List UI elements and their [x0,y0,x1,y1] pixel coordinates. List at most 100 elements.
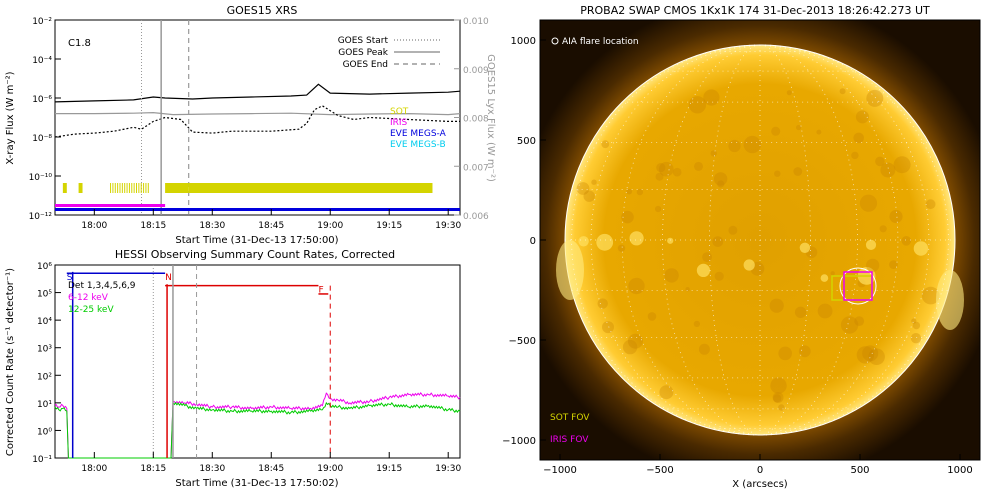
goes-coverage-legend-label: EVE MEGS-B [390,140,446,150]
disk-texture-blob [703,89,720,106]
swap-title: PROBA2 SWAP CMOS 1Kx1K 174 31-Dec-2013 1… [580,4,930,17]
goes-y-tick-label: 10⁻¹⁰ [29,173,53,183]
swap-x-ticks: −1000 −500 0 500 1000 [543,454,973,476]
eve-coverage-bar [55,208,460,211]
goes-x-tick-label: 18:15 [140,221,166,231]
disk-texture-blob [778,404,785,411]
hessi-x-tick-label: 18:00 [81,464,107,474]
goes-y-tick-label: 10⁻⁴ [32,56,52,66]
sot-legend-label: SOT FOV [550,413,590,423]
disk-texture-blob [771,126,781,136]
hessi-title: HESSI Observing Summary Count Rates, Cor… [115,248,395,261]
hessi-series-group [54,392,461,459]
disk-texture-blob [773,394,782,403]
hessi-x-ticks: 18:00 18:15 18:30 18:45 19:00 19:15 19:30 [81,452,461,474]
disk-texture-blob [866,258,880,272]
hessi-flag-F: F [318,286,323,296]
hessi-x-tick-label: 19:30 [435,464,461,474]
hessi-x-tick-label: 18:30 [199,464,225,474]
goes-y2-tick-label: 0.010 [463,17,489,27]
disk-texture-blob [659,385,674,400]
goes-y-tick-label: 10⁻¹² [29,212,53,222]
swap-x-axis-label: X (arcsecs) [732,479,788,490]
swap-x-tick-label: −1000 [543,465,577,476]
goes-x-tick-label: 19:00 [317,221,343,231]
disk-texture-blob [901,236,912,246]
disk-texture-blob [596,233,614,251]
hessi-y-tick-label: 10² [37,372,52,382]
disk-texture-blob [854,316,865,326]
goes-series-line-1 [55,111,461,116]
sot-coverage-tick [110,183,112,193]
disk-texture-blob [621,210,634,224]
sot-coverage-tick [128,183,130,193]
disk-texture-blob [576,182,590,195]
hessi-legend-label: 12-25 keV [68,305,114,315]
disk-texture-blob [617,244,626,252]
goes-y-tick-label: 10⁻⁸ [32,134,52,144]
goes-x-tick-label: 19:15 [376,221,402,231]
goes-coverage-legend-label: EVE MEGS-A [390,129,447,139]
hessi-y-tick-label: 10⁶ [37,262,52,272]
disk-texture-blob [664,268,679,283]
swap-x-tick-label: 500 [850,465,869,476]
disk-texture-blob [693,320,701,327]
hessi-x-tick-label: 19:00 [317,464,343,474]
disk-texture-blob [743,259,755,271]
goes-y-axis-label: X-ray Flux (W m⁻²) [5,71,16,164]
hessi-y-tick-label: 10¹ [37,400,52,410]
goes-legend-label: GOES Peak [338,48,388,58]
disk-texture-blob [830,271,835,276]
aia-flare-location [839,267,877,305]
goes-title: GOES15 XRS [227,4,298,17]
disk-texture-blob [672,167,682,177]
swap-x-tick-label: 0 [757,465,763,476]
disk-texture-blob [626,188,633,195]
goes-legend: GOES Start GOES Peak GOES End [338,36,440,70]
sot-coverage-tick [145,183,147,193]
disk-texture-blob [647,312,657,321]
swap-legend: AIA flare location SOT FOV IRIS FOV [550,37,639,445]
goes-coverage-legend-label: IRIS [390,118,408,128]
disk-texture-blob [667,237,674,244]
disk-texture-blob [865,239,877,250]
sot-coverage-tick [136,183,137,193]
sot-coverage-tick [112,183,114,193]
goes-x-tick-label: 19:30 [435,221,461,231]
hessi-legend-label: 6-12 keV [68,293,109,303]
disk-texture-blob [712,236,724,248]
disk-texture-blob [889,260,898,269]
swap-x-tick-label: 1000 [947,465,972,476]
heliographic-grid [565,44,955,436]
iris-coverage-bar [55,204,166,207]
disk-texture-blob [817,303,833,319]
disk-texture-blob [912,321,921,330]
disk-texture-blob [889,209,903,224]
disk-texture-blob [728,139,741,153]
goes-x-axis-label: Start Time (31-Dec-13 17:50:00) [175,235,338,246]
disk-texture-blob [710,150,717,157]
disk-texture-blob [702,252,712,262]
hessi-y-tick-label: 10⁴ [37,317,52,327]
sot-coverage-tick [140,183,142,193]
goes-y2-tick-label: 0.006 [463,212,489,222]
goes-coverage-legend-label: SOT [390,107,409,117]
disk-texture-blob [698,343,710,355]
disk-texture-blob [820,274,829,282]
disk-texture-blob [591,179,597,185]
sot-coverage-tick [138,183,140,193]
disk-texture-blob [713,172,728,186]
disk-texture-blob [622,339,638,355]
disk-texture-blob [655,205,662,213]
disk-texture-blob [794,306,807,318]
hessi-series-line-0 [54,392,461,459]
disk-texture-blob [743,135,761,154]
goes-y2-tick-label: 0.008 [463,115,489,125]
disk-texture-blob [778,346,792,361]
goes-coverage-bars [55,183,460,211]
longitude-line [759,44,811,436]
disk-texture-blob [601,140,610,149]
sot-coverage-tick [126,183,128,193]
disk-texture-blob [696,263,711,277]
